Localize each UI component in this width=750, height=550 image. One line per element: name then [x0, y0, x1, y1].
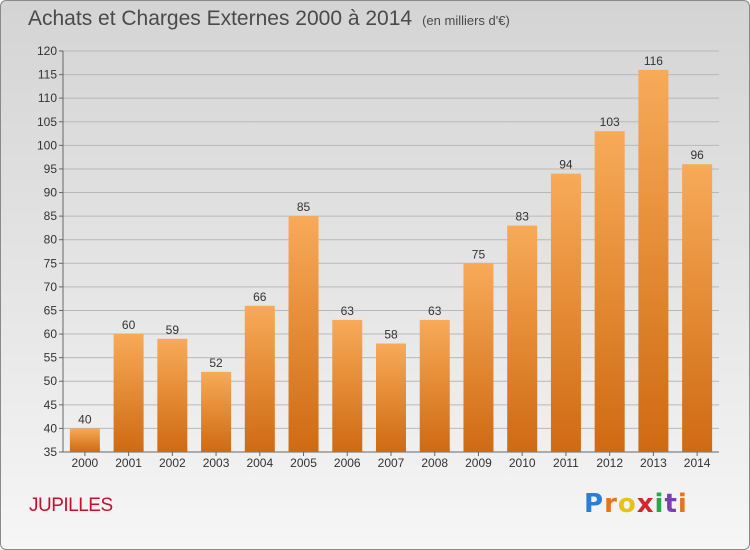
y-tick-label: 55	[44, 351, 58, 365]
bar	[419, 319, 450, 452]
data-label: 58	[384, 327, 398, 341]
y-tick-label: 80	[44, 233, 58, 247]
x-tick-label: 2006	[334, 456, 361, 470]
y-tick-label: 35	[44, 445, 58, 459]
bar	[638, 69, 669, 452]
bar	[463, 263, 494, 452]
x-tick-label: 2011	[553, 456, 579, 470]
y-tick-label: 85	[44, 209, 58, 223]
y-tick-label: 70	[44, 280, 58, 294]
y-tick-label: 60	[44, 327, 58, 341]
data-label: 52	[209, 356, 223, 370]
bar	[69, 428, 100, 452]
data-label: 103	[600, 115, 620, 129]
title-text: Achats et Charges Externes 2000 à 2014	[28, 7, 413, 30]
x-tick-label: 2013	[640, 456, 667, 470]
y-tick-label: 115	[38, 68, 57, 82]
y-tick-label: 95	[44, 162, 58, 176]
y-tick-label: 100	[37, 138, 57, 152]
logo-letter: t	[664, 489, 678, 519]
data-label: 60	[122, 318, 136, 332]
x-tick-label: 2000	[72, 456, 99, 470]
x-tick-label: 2009	[465, 456, 492, 470]
x-tick-label: 2010	[509, 456, 536, 470]
y-tick-label: 45	[44, 398, 58, 412]
bar	[288, 216, 319, 452]
proxiti-logo[interactable]: Proxiti	[584, 489, 688, 519]
bar	[244, 305, 275, 452]
logo-letter: i	[654, 489, 665, 519]
logo-letter: P	[584, 489, 605, 519]
place-name: JUPILLES	[29, 495, 113, 516]
x-tick-label: 2007	[378, 456, 405, 470]
bar	[507, 225, 538, 452]
data-label: 85	[297, 200, 311, 214]
data-label: 94	[559, 158, 573, 172]
data-label: 66	[253, 290, 267, 304]
data-label: 83	[516, 210, 530, 224]
chart-subtitle: (en milliers d'€)	[422, 13, 510, 28]
logo-letter: r	[604, 489, 618, 519]
bar	[113, 334, 144, 452]
y-tick-label: 105	[37, 115, 57, 129]
data-label: 63	[428, 304, 442, 318]
bar	[376, 343, 406, 452]
bar	[594, 131, 625, 452]
bar	[157, 338, 188, 452]
data-label: 96	[690, 148, 704, 162]
y-tick-label: 65	[44, 303, 58, 317]
logo-letter: i	[677, 489, 688, 519]
y-tick-label: 50	[44, 374, 58, 388]
x-tick-label: 2004	[246, 456, 273, 470]
x-tick-label: 2008	[421, 456, 448, 470]
data-label: 75	[472, 247, 486, 261]
y-tick-label: 90	[44, 186, 58, 200]
bar	[201, 371, 232, 452]
x-tick-label: 2003	[203, 456, 230, 470]
x-tick-label: 2005	[290, 456, 317, 470]
y-tick-label: 110	[38, 91, 57, 105]
x-tick-label: 2012	[596, 456, 623, 470]
data-label: 116	[644, 54, 663, 68]
y-tick-label: 40	[44, 421, 58, 435]
bar	[550, 173, 581, 453]
logo-letter: x	[636, 489, 655, 519]
logo-letter: o	[617, 489, 637, 519]
bar	[332, 319, 363, 452]
data-label: 63	[341, 304, 355, 318]
chart-title: Achats et Charges Externes 2000 à 2014 (e…	[28, 7, 510, 31]
y-tick-label: 120	[37, 44, 57, 58]
x-tick-label: 2002	[159, 456, 186, 470]
data-label: 59	[166, 323, 180, 337]
x-tick-label: 2001	[115, 456, 142, 470]
y-tick-label: 75	[44, 256, 58, 270]
bar	[682, 164, 713, 453]
data-label: 40	[78, 412, 92, 426]
x-tick-label: 2014	[684, 456, 711, 470]
